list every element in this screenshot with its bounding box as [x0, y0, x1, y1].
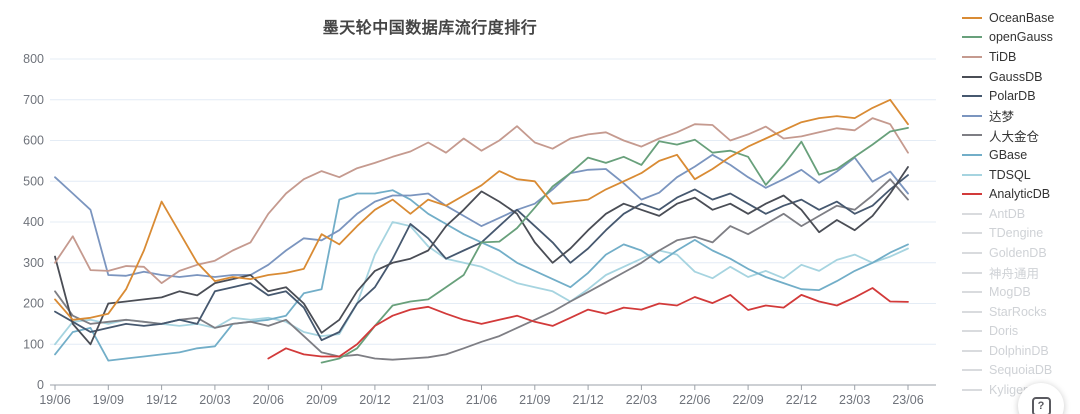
legend-swatch [962, 232, 982, 235]
legend-label: GBase [989, 147, 1028, 162]
legend-swatch [962, 153, 982, 156]
legend-item-GBase[interactable]: GBase [962, 145, 1080, 165]
legend-item-DolphinDB[interactable]: DolphinDB [962, 341, 1080, 361]
x-axis-label: 22/12 [786, 393, 817, 407]
legend-item-人大金仓[interactable]: 人大金仓 [962, 126, 1080, 146]
legend-swatch [962, 75, 982, 78]
legend-label: AntDB [989, 206, 1026, 221]
y-axis-label: 100 [23, 337, 44, 351]
x-axis-label: 21/12 [572, 393, 603, 407]
x-axis-label: 21/09 [519, 393, 550, 407]
x-axis-label: 21/03 [413, 393, 444, 407]
chart-title: 墨天轮中国数据库流行度排行 [322, 20, 538, 37]
legend: OceanBase openGauss TiDB GaussDB PolarDB 达梦人大… [962, 8, 1080, 400]
legend-label: GoldenDB [989, 245, 1047, 260]
x-axis-label: 19/09 [93, 393, 124, 407]
x-axis-label: 22/09 [732, 393, 763, 407]
legend-swatch [962, 251, 982, 254]
legend-item-GoldenDB[interactable]: GoldenDB [962, 243, 1080, 263]
legend-label: MogDB [989, 285, 1031, 300]
x-axis-label: 20/09 [306, 393, 337, 407]
x-axis-label: 22/03 [626, 393, 657, 407]
y-axis-label: 700 [23, 93, 44, 107]
y-axis-label: 500 [23, 174, 44, 188]
legend-swatch [962, 310, 982, 313]
legend-swatch [962, 114, 982, 117]
legend-item-达梦[interactable]: 达梦 [962, 106, 1080, 126]
legend-item-MogDB[interactable]: MogDB [962, 282, 1080, 302]
legend-item-AnalyticDB[interactable]: AnalyticDB [962, 184, 1080, 204]
legend-label: SequoiaDB [989, 363, 1053, 378]
legend-label: 达梦 [989, 110, 1015, 125]
legend-swatch [962, 55, 982, 58]
x-axis-label: 20/06 [253, 393, 284, 407]
legend-item-openGauss[interactable]: openGauss [962, 28, 1080, 48]
legend-item-AntDB[interactable]: AntDB [962, 204, 1080, 224]
y-axis-label: 0 [37, 378, 44, 392]
series-line-TDSQL [54, 221, 909, 346]
legend-item-TDengine[interactable]: TDengine [962, 224, 1080, 244]
y-axis-label: 800 [23, 52, 44, 66]
series-line-openGauss [320, 127, 909, 364]
x-axis-label: 23/06 [892, 393, 923, 407]
legend-swatch [962, 349, 982, 352]
legend-swatch [962, 389, 982, 392]
legend-label: TDengine [989, 226, 1044, 241]
legend-swatch [962, 134, 982, 137]
legend-label: PolarDB [989, 89, 1036, 104]
legend-swatch [962, 95, 982, 98]
legend-item-Doris[interactable]: Doris [962, 322, 1080, 342]
x-axis-label: 20/03 [199, 393, 230, 407]
y-axis-label: 400 [23, 215, 44, 229]
legend-swatch [962, 36, 982, 39]
y-axis-label: 200 [23, 297, 44, 311]
legend-label: TDSQL [989, 167, 1031, 182]
legend-swatch [962, 193, 982, 196]
help-button[interactable]: ? [1018, 383, 1064, 414]
legend-label: AnalyticDB [989, 187, 1051, 202]
legend-label: DolphinDB [989, 343, 1049, 358]
legend-item-StarRocks[interactable]: StarRocks [962, 302, 1080, 322]
x-axis-label: 23/03 [839, 393, 870, 407]
legend-swatch [962, 173, 982, 176]
legend-swatch [962, 212, 982, 215]
x-axis-label: 20/12 [359, 393, 390, 407]
legend-label: StarRocks [989, 304, 1047, 319]
legend-label: openGauss [989, 30, 1053, 45]
series-line-PolarDB [54, 174, 909, 342]
legend-label: TiDB [989, 49, 1017, 64]
legend-item-PolarDB[interactable]: PolarDB [962, 86, 1080, 106]
series-line-TiDB [54, 117, 909, 285]
legend-label: Doris [989, 324, 1019, 339]
series-line-人大金仓 [54, 178, 909, 361]
legend-item-TiDB[interactable]: TiDB [962, 47, 1080, 67]
help-icon: ? [1031, 396, 1051, 414]
legend-item-GaussDB[interactable]: GaussDB [962, 67, 1080, 87]
legend-item-SequoiaDB[interactable]: SequoiaDB [962, 361, 1080, 381]
x-axis-label: 21/06 [466, 393, 497, 407]
series-line-AnalyticDB [267, 287, 909, 360]
series-line-达梦 [54, 153, 909, 278]
x-axis-label: 19/06 [39, 393, 70, 407]
line-chart: 0 100 200 300 400 500 600 700 800 19/06 19/09 19/12… [23, 52, 936, 407]
series-line-GaussDB [54, 166, 909, 346]
x-axis-label: 22/06 [679, 393, 710, 407]
legend-item-OceanBase[interactable]: OceanBase [962, 8, 1080, 28]
legend-item-TDSQL[interactable]: TDSQL [962, 165, 1080, 185]
x-axis-label: 19/12 [146, 393, 177, 407]
legend-label: GaussDB [989, 69, 1043, 84]
y-axis-label: 600 [23, 134, 44, 148]
legend-item-神舟通用[interactable]: 神舟通用 [962, 263, 1080, 283]
legend-swatch [962, 271, 982, 274]
series-line-OceanBase [54, 98, 909, 321]
legend-label: 神舟通用 [989, 267, 1040, 282]
legend-swatch [962, 369, 982, 372]
legend-swatch [962, 330, 982, 333]
legend-label: 人大金仓 [989, 129, 1040, 144]
y-axis-label: 300 [23, 256, 44, 270]
legend-label: OceanBase [989, 10, 1055, 25]
legend-swatch [962, 291, 982, 294]
legend-swatch [962, 16, 982, 19]
